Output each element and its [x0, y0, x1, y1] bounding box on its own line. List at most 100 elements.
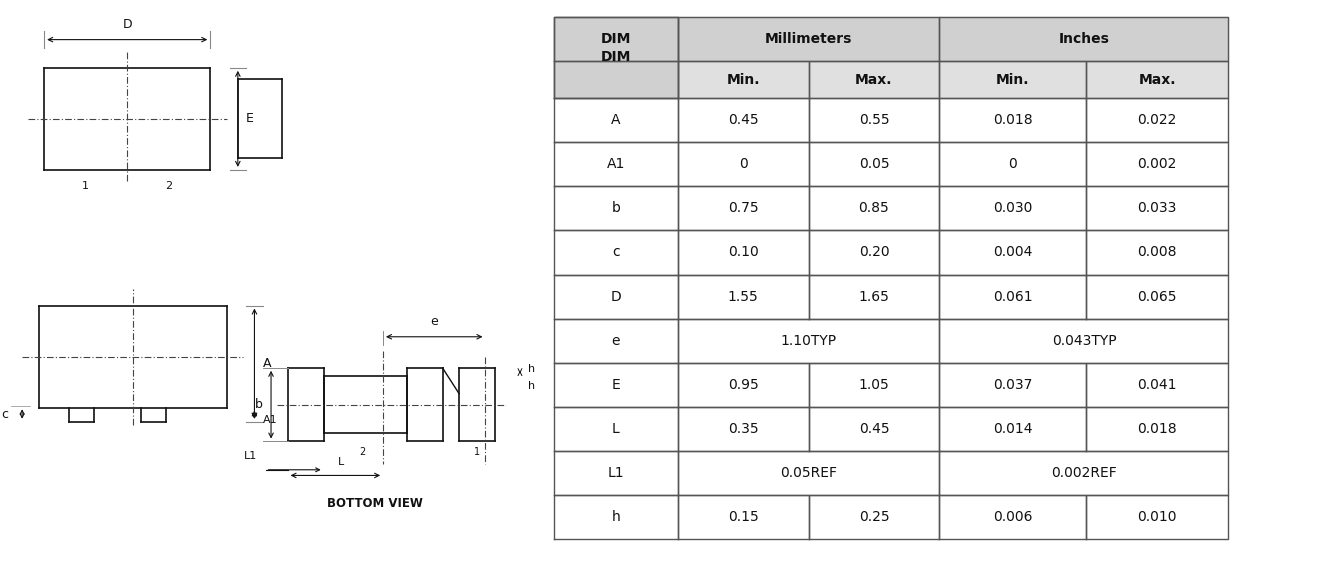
Text: 0.002REF: 0.002REF — [1051, 466, 1117, 480]
Text: 0.95: 0.95 — [728, 378, 759, 392]
Text: 0.25: 0.25 — [859, 511, 889, 524]
Polygon shape — [809, 495, 939, 539]
Text: 0.10: 0.10 — [728, 246, 759, 259]
Polygon shape — [939, 363, 1087, 407]
Polygon shape — [939, 230, 1087, 275]
Polygon shape — [677, 98, 809, 142]
Text: 0.45: 0.45 — [728, 113, 759, 127]
Polygon shape — [677, 186, 809, 230]
Text: 2: 2 — [165, 181, 173, 191]
Text: E: E — [611, 378, 620, 392]
Text: Millimeters: Millimeters — [765, 32, 852, 46]
Text: 1.05: 1.05 — [859, 378, 889, 392]
Text: h: h — [528, 381, 536, 391]
Text: 0.45: 0.45 — [859, 422, 889, 436]
Text: DIM: DIM — [601, 32, 631, 46]
Text: 0.05: 0.05 — [859, 157, 889, 171]
Text: D: D — [122, 18, 132, 31]
Text: c: c — [1, 408, 8, 421]
Text: 1: 1 — [474, 447, 481, 457]
Text: 0.010: 0.010 — [1138, 511, 1177, 524]
Text: 0.030: 0.030 — [993, 201, 1033, 215]
Polygon shape — [939, 98, 1087, 142]
Polygon shape — [1087, 98, 1229, 142]
Text: 0.20: 0.20 — [859, 246, 889, 259]
Polygon shape — [939, 17, 1229, 61]
Polygon shape — [554, 17, 677, 98]
Polygon shape — [554, 98, 677, 142]
Polygon shape — [554, 61, 677, 98]
Polygon shape — [677, 495, 809, 539]
Text: 0.065: 0.065 — [1138, 290, 1177, 303]
Text: L1: L1 — [607, 466, 624, 480]
Text: 1.55: 1.55 — [728, 290, 759, 303]
Text: 0.15: 0.15 — [728, 511, 759, 524]
Text: 0.022: 0.022 — [1138, 113, 1177, 127]
Polygon shape — [809, 186, 939, 230]
Polygon shape — [554, 319, 677, 363]
Text: 0.35: 0.35 — [728, 422, 759, 436]
Text: 0: 0 — [739, 157, 747, 171]
Polygon shape — [554, 17, 677, 61]
Polygon shape — [554, 495, 677, 539]
Polygon shape — [554, 275, 677, 319]
Text: Max.: Max. — [1138, 72, 1176, 87]
Polygon shape — [554, 142, 677, 186]
Text: BOTTOM VIEW: BOTTOM VIEW — [327, 498, 423, 510]
Text: 0.008: 0.008 — [1138, 246, 1177, 259]
Text: b: b — [611, 201, 620, 215]
Text: e: e — [611, 334, 620, 348]
Text: b: b — [255, 398, 262, 411]
Polygon shape — [677, 275, 809, 319]
Polygon shape — [809, 98, 939, 142]
Polygon shape — [677, 17, 939, 61]
Polygon shape — [1087, 61, 1229, 98]
Polygon shape — [939, 495, 1087, 539]
Polygon shape — [554, 186, 677, 230]
Text: 0.037: 0.037 — [993, 378, 1033, 392]
Text: h: h — [611, 511, 620, 524]
Polygon shape — [554, 230, 677, 275]
Text: 0.041: 0.041 — [1138, 378, 1177, 392]
Polygon shape — [677, 407, 809, 451]
Text: 1.65: 1.65 — [859, 290, 889, 303]
Text: 0.018: 0.018 — [1138, 422, 1177, 436]
Polygon shape — [1087, 495, 1229, 539]
Text: L: L — [612, 422, 620, 436]
Polygon shape — [677, 230, 809, 275]
Polygon shape — [1087, 407, 1229, 451]
Text: 2: 2 — [360, 447, 365, 457]
Text: A: A — [611, 113, 620, 127]
Text: DIM: DIM — [601, 50, 631, 65]
Polygon shape — [809, 275, 939, 319]
Polygon shape — [677, 61, 809, 98]
Polygon shape — [1087, 275, 1229, 319]
Polygon shape — [809, 363, 939, 407]
Polygon shape — [677, 142, 809, 186]
Text: A1: A1 — [607, 157, 626, 171]
Text: 1: 1 — [82, 181, 90, 191]
Polygon shape — [939, 451, 1229, 495]
Polygon shape — [809, 407, 939, 451]
Polygon shape — [554, 363, 677, 407]
Text: Min.: Min. — [996, 72, 1030, 87]
Polygon shape — [1087, 186, 1229, 230]
Text: 0.85: 0.85 — [859, 201, 889, 215]
Polygon shape — [939, 319, 1229, 363]
Polygon shape — [939, 407, 1087, 451]
Polygon shape — [554, 451, 677, 495]
Text: 0.061: 0.061 — [993, 290, 1033, 303]
Text: D: D — [611, 290, 622, 303]
Text: 0.006: 0.006 — [993, 511, 1033, 524]
Text: h: h — [528, 365, 536, 374]
Text: L: L — [337, 457, 344, 467]
Polygon shape — [1087, 142, 1229, 186]
Polygon shape — [939, 186, 1087, 230]
Text: 0.75: 0.75 — [728, 201, 759, 215]
Text: 0.004: 0.004 — [993, 246, 1033, 259]
Text: Min.: Min. — [726, 72, 760, 87]
Text: 0.033: 0.033 — [1138, 201, 1177, 215]
Text: E: E — [246, 113, 254, 125]
Polygon shape — [677, 363, 809, 407]
Text: c: c — [612, 246, 620, 259]
